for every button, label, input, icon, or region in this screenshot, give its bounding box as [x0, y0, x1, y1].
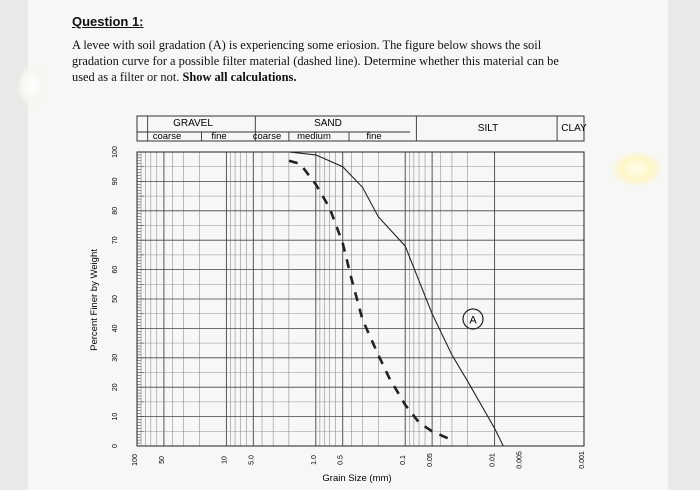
question-body: A levee with soil gradation (A) is exper…	[72, 38, 559, 84]
y-tick-label-8: 20	[112, 383, 119, 391]
soil-class-header: GRAVEL SAND SILT CLAY coarse fine coarse…	[153, 118, 587, 142]
header-gravel-fine: fine	[211, 131, 226, 142]
y-tick-label-1: 90	[112, 177, 119, 185]
header-gravel: GRAVEL	[173, 118, 213, 129]
y-tick-label-7: 30	[112, 354, 119, 362]
y-tick-label-9: 10	[112, 413, 119, 421]
series-line-dashed	[288, 159, 453, 442]
x-tick-labels: 100 50 10 5.0 1.0 0.5 0.1 0.05 0.01 0.005 0.001	[132, 451, 586, 469]
x-tick-label-7: 0.05	[427, 453, 434, 467]
x-tick-label-1: 50	[159, 456, 166, 464]
x-tick-label-5: 0.5	[338, 455, 345, 465]
chart-grid	[136, 115, 585, 447]
series-lines	[288, 151, 504, 447]
series-line-solid	[288, 151, 504, 447]
annotation-circle	[462, 308, 484, 330]
plot-frame	[136, 151, 585, 447]
x-tick-label-3: 5.0	[248, 455, 255, 465]
y-tick-label-6: 40	[112, 324, 119, 332]
x-tick-label-6: 0.1	[400, 455, 407, 465]
x-tick-label-9: 0.005	[517, 451, 524, 469]
curve-a-annotation: A	[462, 308, 484, 330]
header-box	[136, 115, 585, 142]
y-tick-label-10: 0	[112, 444, 119, 448]
annotation-label: A	[469, 315, 477, 327]
header-sand-coarse: coarse	[253, 131, 282, 142]
header-clay: CLAY	[561, 123, 587, 134]
light-glare-left	[18, 65, 48, 107]
header-sand-medium: medium	[297, 131, 331, 142]
header-gravel-coarse: coarse	[153, 131, 182, 142]
question-sheet	[28, 0, 668, 490]
x-axis-label: Grain Size (mm)	[322, 473, 391, 484]
x-tick-label-4: 1.0	[311, 455, 318, 465]
y-tick-label-4: 60	[112, 266, 119, 274]
question-emphasis: Show all calculations.	[182, 70, 297, 84]
y-axis-label: Percent Finer by Weight	[89, 249, 100, 351]
x-tick-label-0: 100	[132, 454, 139, 466]
y-tick-label-3: 70	[112, 236, 119, 244]
header-sand: SAND	[314, 118, 342, 129]
question-title: Question 1:	[72, 14, 144, 29]
question-text: A levee with soil gradation (A) is exper…	[72, 37, 584, 85]
header-silt: SILT	[478, 123, 498, 134]
y-tick-label-2: 80	[112, 207, 119, 215]
x-tick-label-2: 10	[221, 456, 228, 464]
header-sand-fine: fine	[366, 131, 381, 142]
x-tick-label-10: 0.001	[579, 451, 586, 469]
x-tick-label-8: 0.01	[490, 453, 497, 467]
y-tick-label-0: 100	[112, 146, 119, 158]
light-glare-right	[612, 152, 662, 186]
y-tick-label-5: 50	[112, 295, 119, 303]
